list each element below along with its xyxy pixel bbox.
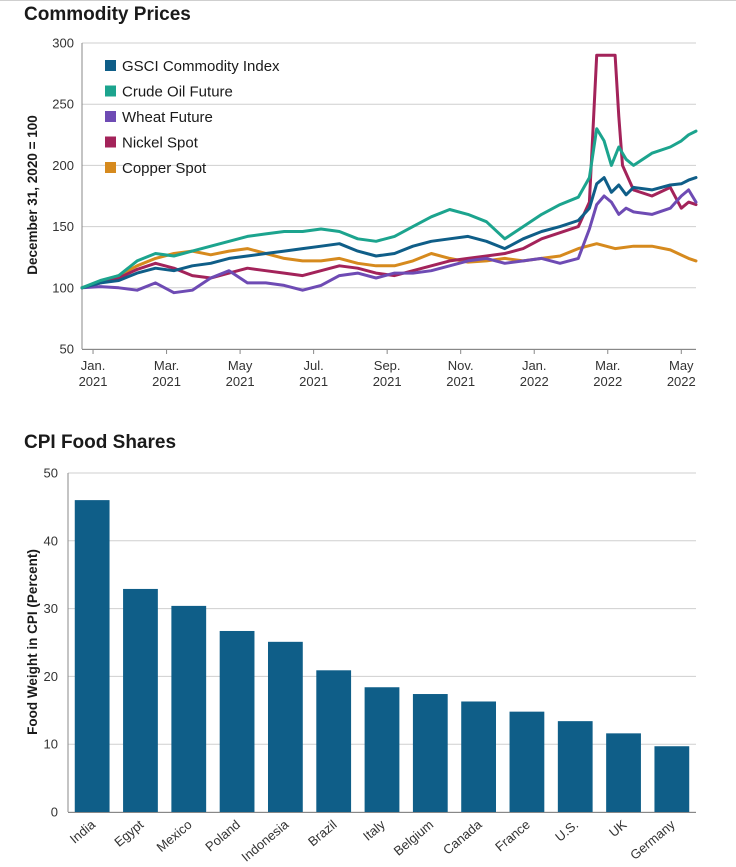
x-tick-label: 2021 (152, 374, 181, 389)
y-tick-label: 50 (60, 342, 74, 357)
y-tick-label: 50 (44, 466, 58, 481)
x-tick-label: 2021 (373, 374, 402, 389)
bar-u-s- (557, 721, 593, 812)
legend-label: Crude Oil Future (122, 84, 233, 101)
bar-mexico (171, 605, 207, 812)
x-tick-label: 2021 (299, 374, 328, 389)
bar-germany (654, 746, 690, 812)
x-tick-label: Indonesia (238, 816, 291, 864)
y-tick-label: 10 (44, 737, 58, 752)
x-tick-label: Italy (360, 816, 388, 843)
x-tick-label: 2022 (667, 374, 696, 389)
bar-italy (364, 687, 400, 812)
commodity-prices-y-axis-title: December 31, 2020 = 100 (25, 115, 40, 275)
legend-swatch (105, 60, 116, 71)
cpi-food-shares-y-axis-title: Food Weight in CPI (Percent) (25, 549, 40, 735)
x-tick-label: 2022 (520, 374, 549, 389)
y-tick-label: 100 (52, 280, 74, 295)
x-tick-label: May (228, 358, 253, 373)
bar-brazil (316, 670, 352, 812)
series-line-crude-oil-future (80, 127, 698, 290)
x-tick-label: Mexico (154, 817, 195, 855)
cpi-food-shares-title: CPI Food Shares (24, 432, 177, 453)
legend-swatch (105, 85, 116, 97)
x-tick-label: Mar. (154, 358, 179, 373)
x-tick-label: Jan. (522, 358, 547, 373)
x-tick-label: 2021 (79, 374, 108, 389)
bar-poland (219, 630, 255, 812)
bar-canada (461, 701, 497, 812)
y-tick-label: 30 (44, 601, 58, 616)
bar-egypt (123, 588, 158, 812)
y-tick-label: 250 (52, 97, 74, 112)
y-tick-label: 150 (52, 219, 74, 234)
x-tick-label: Egypt (111, 817, 146, 850)
x-tick-label: Poland (202, 817, 243, 855)
y-tick-label: 40 (44, 533, 58, 548)
x-tick-label: 2021 (446, 374, 475, 389)
x-tick-label: 2022 (593, 374, 622, 389)
x-tick-label: Nov. (448, 358, 474, 373)
x-tick-label: India (67, 816, 99, 846)
bar-indonesia (267, 641, 303, 812)
y-tick-label: 200 (52, 158, 74, 173)
y-tick-label: 300 (52, 36, 74, 51)
x-tick-label: Mar. (595, 358, 620, 373)
series-line-nickel-spot (80, 53, 698, 290)
bar-uk (606, 733, 641, 812)
x-tick-label: Belgium (391, 817, 437, 859)
y-tick-label: 0 (51, 805, 58, 820)
legend-label: Nickel Spot (122, 135, 199, 152)
x-tick-label: Brazil (305, 817, 340, 849)
commodity-prices-title: Commodity Prices (24, 4, 191, 25)
x-tick-label: Sep. (374, 358, 401, 373)
x-tick-label: U.S. (552, 817, 581, 845)
commodity-prices-chart: 50100150200250300Jan.2021Mar.2021May2021… (25, 36, 698, 389)
y-tick-label: 20 (44, 669, 58, 684)
x-tick-label: France (492, 817, 533, 855)
x-tick-label: Canada (440, 816, 485, 857)
x-tick-label: Jul. (304, 358, 324, 373)
legend-swatch (105, 136, 116, 148)
bar-france (509, 711, 545, 812)
x-tick-label: UK (606, 817, 630, 840)
x-tick-label: May (669, 358, 694, 373)
legend-label: Wheat Future (122, 109, 213, 126)
series-line-gsci-commodity-index (80, 176, 698, 290)
top-rule (0, 0, 736, 1)
x-tick-label: Jan. (81, 358, 106, 373)
bar-india (74, 500, 110, 812)
legend-label: GSCI Commodity Index (122, 58, 280, 75)
legend-swatch (105, 162, 116, 173)
x-tick-label: 2021 (226, 374, 255, 389)
bar-belgium (412, 694, 448, 812)
x-tick-label: Germany (627, 816, 678, 862)
legend-label: Copper Spot (122, 160, 207, 177)
legend-swatch (105, 111, 116, 122)
series-line-wheat-future (80, 188, 698, 295)
